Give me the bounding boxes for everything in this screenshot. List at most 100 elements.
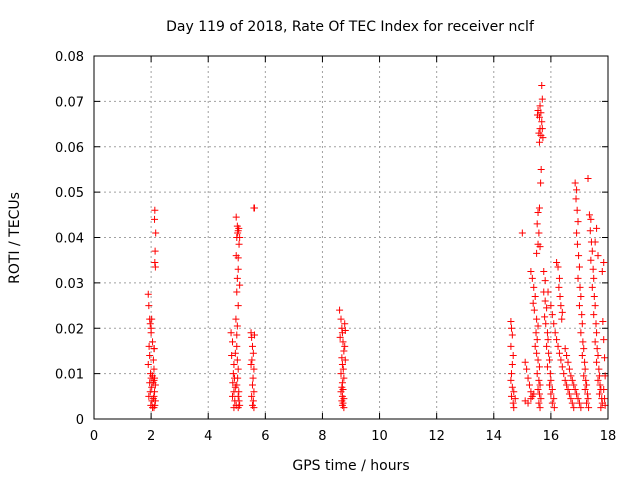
data-point xyxy=(580,345,588,353)
data-point xyxy=(563,381,571,389)
data-point xyxy=(533,220,541,228)
data-point xyxy=(537,395,545,403)
data-point xyxy=(250,331,258,339)
data-point xyxy=(535,229,543,237)
data-point xyxy=(598,268,606,276)
x-tick-label: 10 xyxy=(371,429,388,444)
data-point xyxy=(147,324,155,332)
data-point xyxy=(567,395,575,403)
data-point xyxy=(584,395,592,403)
y-tick-label: 0.07 xyxy=(55,95,84,110)
y-axis-label: ROTI / TECUs xyxy=(7,192,23,284)
data-point xyxy=(544,336,552,344)
data-point xyxy=(521,358,529,366)
data-point xyxy=(248,392,256,400)
data-point xyxy=(538,118,546,126)
data-point xyxy=(593,358,601,366)
data-point xyxy=(541,297,549,305)
data-point xyxy=(534,386,542,394)
data-point xyxy=(556,292,564,300)
data-point xyxy=(231,349,239,357)
data-point xyxy=(250,365,258,373)
data-point xyxy=(592,320,600,328)
data-point xyxy=(537,179,545,187)
data-markers xyxy=(144,81,609,412)
data-point xyxy=(341,342,349,350)
y-tick-label: 0.01 xyxy=(55,368,84,383)
data-point xyxy=(554,263,562,271)
data-point xyxy=(596,381,604,389)
data-point xyxy=(601,401,609,409)
data-point xyxy=(234,254,242,262)
data-point xyxy=(233,288,241,296)
data-point xyxy=(149,338,157,346)
data-point xyxy=(542,320,550,328)
data-point xyxy=(151,206,159,214)
data-point xyxy=(548,399,556,407)
data-point xyxy=(573,206,581,214)
data-point xyxy=(591,338,599,346)
data-point xyxy=(575,302,583,310)
data-point xyxy=(227,329,235,337)
data-point xyxy=(527,268,535,276)
data-point xyxy=(567,372,575,380)
data-point xyxy=(570,381,578,389)
data-point xyxy=(148,383,156,391)
data-point xyxy=(600,336,608,344)
data-point xyxy=(571,179,579,187)
x-tick-label: 18 xyxy=(600,429,617,444)
data-point xyxy=(249,397,257,405)
data-point xyxy=(545,381,553,389)
data-point xyxy=(560,370,568,378)
data-point xyxy=(574,218,582,226)
data-point xyxy=(233,274,241,282)
data-point xyxy=(601,354,609,362)
data-point xyxy=(574,395,582,403)
data-point xyxy=(543,363,551,371)
data-point xyxy=(533,349,541,357)
data-point xyxy=(233,342,241,350)
data-point xyxy=(233,381,241,389)
data-point xyxy=(561,345,569,353)
plot-frame xyxy=(93,55,609,420)
data-point xyxy=(510,404,518,412)
data-point xyxy=(555,274,563,282)
data-point xyxy=(249,349,257,357)
data-point xyxy=(543,329,551,337)
y-tick-label: 0.05 xyxy=(55,186,84,201)
data-point xyxy=(145,302,153,310)
data-point xyxy=(599,317,607,325)
data-point xyxy=(151,258,159,266)
data-point xyxy=(233,331,241,339)
data-point xyxy=(524,399,532,407)
data-point xyxy=(236,234,244,241)
data-point xyxy=(341,356,349,364)
data-point xyxy=(573,240,581,248)
data-point xyxy=(591,302,599,310)
data-point xyxy=(337,315,345,323)
data-point xyxy=(533,336,541,344)
data-point xyxy=(555,349,563,357)
data-point xyxy=(509,399,517,407)
data-point xyxy=(555,283,563,291)
data-point xyxy=(532,329,540,337)
data-point xyxy=(546,370,554,378)
data-point xyxy=(510,388,518,396)
data-point xyxy=(563,351,571,359)
data-point xyxy=(250,204,258,212)
data-point xyxy=(573,390,581,398)
data-point xyxy=(249,374,257,382)
data-point xyxy=(573,186,581,194)
data-point xyxy=(536,102,544,110)
data-point xyxy=(236,281,244,289)
data-point xyxy=(534,209,542,217)
data-point xyxy=(547,390,555,398)
data-point xyxy=(585,211,593,219)
data-point xyxy=(529,299,537,307)
data-point xyxy=(534,106,542,114)
data-point xyxy=(248,342,256,350)
data-point xyxy=(146,320,154,328)
data-point xyxy=(233,222,241,230)
data-point xyxy=(508,383,516,391)
